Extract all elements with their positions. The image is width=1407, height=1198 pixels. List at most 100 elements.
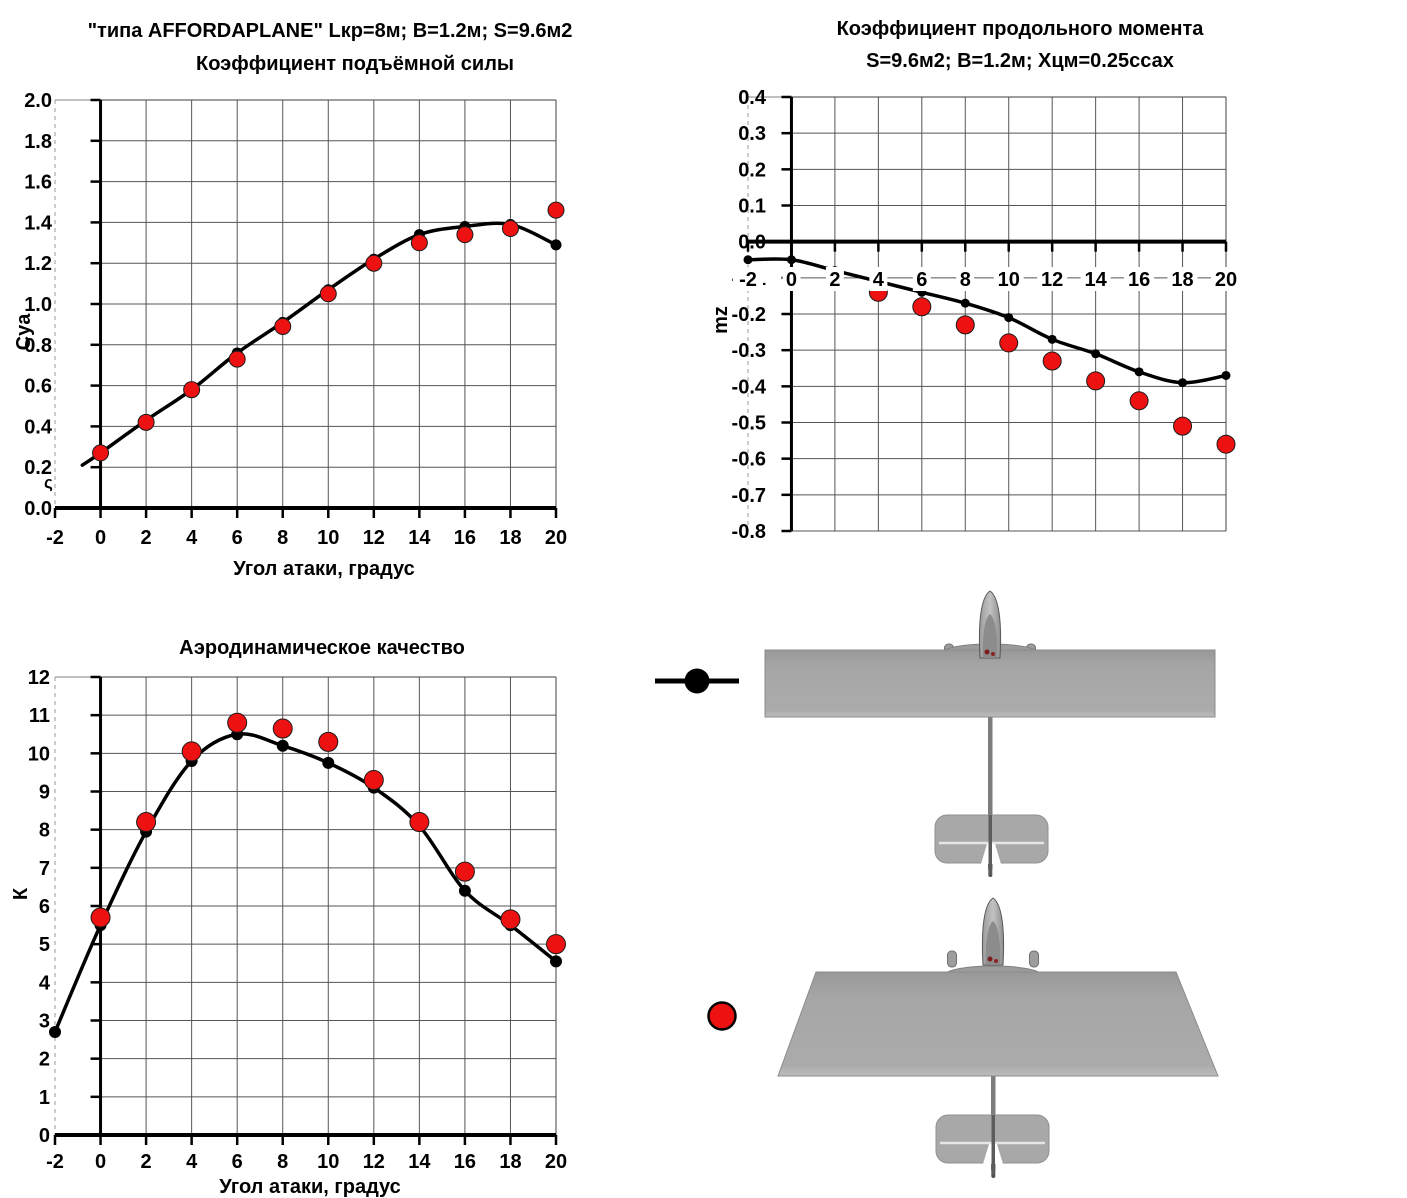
x-tick-label: 18 bbox=[1171, 269, 1193, 291]
data-point-red-dots bbox=[183, 381, 201, 399]
data-point-black-dots-line bbox=[743, 255, 753, 265]
data-point-red-dots bbox=[409, 812, 430, 833]
y-tick-label: 9 bbox=[39, 782, 50, 804]
y-tick-label: 0.2 bbox=[738, 159, 766, 181]
quality-chart-title: Аэродинамическое качество bbox=[179, 637, 465, 659]
data-point-black-dots-line bbox=[322, 756, 335, 769]
moment-y-axis-title: mz bbox=[710, 306, 732, 334]
data-point-black-dots-line bbox=[960, 298, 970, 308]
tail-boom bbox=[988, 717, 993, 869]
x-tick-label-bg bbox=[1167, 267, 1198, 291]
x-tick-label-bg bbox=[782, 267, 801, 291]
data-point-black-dots-line bbox=[458, 884, 471, 897]
x-tick-label-bg bbox=[825, 267, 844, 291]
data-point-black-dots-line bbox=[1178, 378, 1188, 388]
black-dot-icon bbox=[684, 668, 710, 694]
y-tick-label: 3 bbox=[39, 1011, 50, 1033]
x-tick-label-bg bbox=[1211, 267, 1241, 291]
lift-y-axis-title: Cya bbox=[13, 313, 35, 351]
y-tick-label: -0.7 bbox=[732, 485, 766, 507]
x-tick-label: -2 bbox=[46, 527, 64, 549]
elevator-gap-right bbox=[991, 844, 1001, 864]
engine-detail bbox=[991, 652, 995, 656]
x-tick-label-bg bbox=[993, 267, 1024, 291]
data-point-red-dots bbox=[181, 741, 202, 762]
moment-chart: -0.8-0.7-0.6-0.5-0.4-0.3-0.2-0.10.00.10.… bbox=[732, 87, 1241, 543]
data-point-red-dots bbox=[227, 712, 248, 733]
data-point-red-dots bbox=[999, 333, 1019, 353]
data-point-black-dots-line bbox=[1134, 367, 1144, 377]
data-point-red-dots bbox=[92, 444, 110, 462]
x-tick-label: 16 bbox=[454, 1151, 476, 1173]
x-tick-label: 6 bbox=[232, 527, 243, 549]
y-tick-label: 0.4 bbox=[738, 87, 767, 109]
x-tick-label-bg bbox=[869, 267, 888, 291]
data-point-red-dots bbox=[1086, 371, 1106, 391]
x-tick-label: 18 bbox=[499, 1151, 521, 1173]
data-point-red-dots bbox=[228, 350, 246, 368]
y-tick-label: 1.6 bbox=[24, 172, 52, 194]
series-line-black-dots-line bbox=[53, 732, 558, 1034]
x-tick-label: 10 bbox=[998, 269, 1020, 291]
y-tick-label: 2 bbox=[39, 1049, 50, 1071]
x-tick-label: 10 bbox=[317, 527, 339, 549]
y-tick-label: 4 bbox=[39, 972, 51, 994]
x-tick-label-bg bbox=[912, 267, 931, 291]
data-point-black-dots-line bbox=[550, 955, 562, 968]
data-point-red-dots bbox=[1216, 434, 1236, 454]
data-point-red-dots bbox=[363, 770, 384, 791]
y-tick-label: 1 bbox=[39, 1087, 50, 1109]
y-tick-label: 0.3 bbox=[738, 123, 766, 145]
data-point-red-dots bbox=[272, 718, 293, 739]
x-tick-label: 20 bbox=[1215, 269, 1237, 291]
trapezoidal-wing bbox=[777, 971, 1219, 1077]
data-point-red-dots bbox=[1042, 351, 1062, 371]
y-tick-label: -0.6 bbox=[732, 449, 766, 471]
y-tick-label: 0.1 bbox=[738, 196, 766, 218]
data-point-red-dots bbox=[90, 907, 111, 928]
y-tick-label: -0.2 bbox=[732, 304, 766, 326]
horizontal-stabilizer bbox=[935, 1114, 1050, 1175]
y-tick-label: -0.4 bbox=[732, 376, 767, 398]
y-tick-label: 11 bbox=[29, 705, 50, 727]
quality-y-axis-title: К bbox=[10, 887, 32, 900]
wing-mount-knob-left bbox=[947, 950, 957, 968]
data-point-red-dots bbox=[136, 812, 157, 833]
x-tick-label: 4 bbox=[186, 1151, 198, 1173]
x-tick-label: 12 bbox=[363, 527, 385, 549]
data-point-black-dots-line bbox=[1047, 334, 1057, 344]
data-point-black-dots-line bbox=[276, 739, 289, 752]
x-tick-label: 16 bbox=[454, 527, 476, 549]
data-point-red-dots bbox=[546, 934, 566, 955]
x-tick-label-bg bbox=[1080, 267, 1111, 291]
data-point-black-dots-line bbox=[1004, 313, 1014, 323]
data-point-red-dots bbox=[1129, 391, 1149, 411]
data-point-red-dots bbox=[137, 413, 155, 431]
x-tick-label: 14 bbox=[408, 527, 431, 549]
data-point-black-dots-line bbox=[1091, 349, 1101, 359]
x-tick-label: 12 bbox=[363, 1151, 385, 1173]
y-tick-label: 2.0 bbox=[24, 90, 52, 112]
y-tick-label: 12 bbox=[28, 667, 50, 689]
data-point-black-dots-line bbox=[786, 255, 796, 265]
lift-x-axis-title: Угол атаки, градус bbox=[233, 558, 415, 580]
data-point-red-dots bbox=[456, 226, 474, 244]
series-line-black-dots-line bbox=[80, 221, 558, 467]
x-tick-label: 18 bbox=[499, 527, 521, 549]
y-tick-label: 1.0 bbox=[24, 294, 52, 316]
data-point-red-dots bbox=[547, 201, 565, 219]
data-point-red-dots bbox=[955, 315, 975, 335]
x-tick-label: 0 bbox=[95, 527, 106, 549]
x-tick-label: 8 bbox=[277, 1151, 288, 1173]
x-tick-label: -2 bbox=[739, 269, 757, 291]
x-tick-label-bg bbox=[733, 267, 763, 291]
x-tick-label: -2 bbox=[46, 1151, 64, 1173]
engine-detail bbox=[987, 956, 993, 962]
lift-chart: 0.0 0.2 0.4 0.6 0.8 1.0 1.2 1.4 1.6 1.8 2.0 -2 0 2 4 6 8… bbox=[24, 90, 567, 549]
y-tick-label: 8 bbox=[39, 820, 50, 842]
y-tick-label: -0.3 bbox=[732, 340, 766, 362]
y-tick-label: -0.8 bbox=[732, 521, 766, 543]
